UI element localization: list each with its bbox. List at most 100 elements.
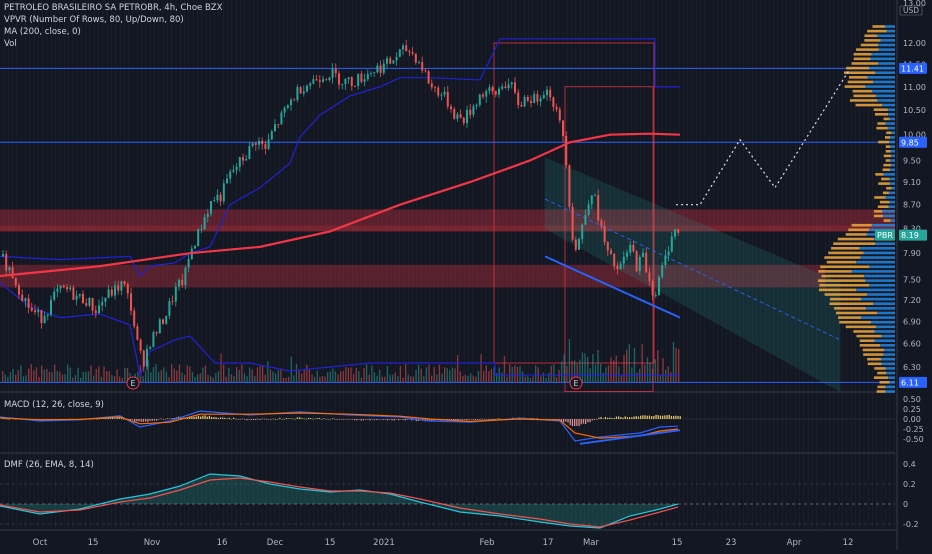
volume-bar <box>379 369 381 382</box>
volume-bar <box>64 374 66 382</box>
volume-profile-down <box>864 39 881 42</box>
candle-body <box>594 195 596 197</box>
volume-profile-down <box>874 113 889 116</box>
candle-body <box>546 89 548 96</box>
macd-histogram-bar <box>329 419 332 420</box>
volume-bar <box>61 374 64 382</box>
volume-bar <box>113 376 116 382</box>
macd-histogram-bar <box>576 419 578 426</box>
macd-histogram-bar <box>156 419 158 421</box>
volume-bar <box>618 366 620 382</box>
macd-histogram-bar <box>204 415 206 419</box>
volume-bar <box>454 368 456 382</box>
volume-bar <box>215 373 217 382</box>
indicator-ma-label[interactable]: MA (200, close, 0) <box>4 27 81 37</box>
macd-histogram-bar <box>582 419 585 424</box>
volume-bar <box>467 375 469 382</box>
candle-body <box>370 72 372 74</box>
volume-profile-down <box>853 52 872 56</box>
volume-bar <box>522 371 524 382</box>
candle-body <box>469 109 472 115</box>
macd-histogram-bar <box>560 419 563 421</box>
macd-histogram-bar <box>640 415 642 419</box>
volume-profile-up <box>890 145 895 148</box>
volume-bar <box>529 377 532 382</box>
macd-title[interactable]: MACD (12, 26, close, 9) <box>4 400 104 410</box>
indicator-vpvr-label[interactable]: VPVR (Number Of Rows, 80, Up/Down, 80) <box>4 15 184 25</box>
macd-histogram-bar <box>622 417 624 419</box>
macd-histogram-bar <box>400 419 402 420</box>
candle-body <box>158 319 161 334</box>
macd-histogram-bar <box>281 419 283 420</box>
dmf-pane <box>0 473 895 529</box>
volume-bar <box>488 371 490 382</box>
volume-profile-down <box>859 339 875 343</box>
volume-profile-down <box>818 288 857 292</box>
volume-bar <box>308 368 311 382</box>
price-badge: 8.19 <box>901 231 919 240</box>
volume-bar <box>592 354 594 382</box>
candle-body <box>424 70 427 72</box>
candle-body <box>46 314 49 316</box>
candle-body <box>98 305 100 314</box>
volume-profile-down <box>846 66 870 70</box>
volume-bar <box>178 364 181 382</box>
macd-histogram-bar <box>217 417 219 419</box>
volume-profile-down <box>824 256 861 259</box>
candle-body <box>450 106 452 110</box>
volume-bar <box>150 372 152 382</box>
price-tick: 6.30 <box>903 363 921 372</box>
volume-bar <box>665 369 667 382</box>
candle-body <box>235 166 238 171</box>
candle-body <box>242 157 244 161</box>
candle-body <box>178 279 180 287</box>
macd-histogram-bar <box>609 417 611 419</box>
symbol-title[interactable]: PETROLEO BRASILEIRO SA PETROBR, 4h, Choe… <box>4 3 223 13</box>
volume-bar <box>108 371 110 382</box>
volume-profile-down <box>829 302 874 306</box>
volume-bar <box>165 371 168 382</box>
candle-body <box>581 224 584 240</box>
volume-bar <box>77 367 79 382</box>
volume-profile-down <box>884 136 891 139</box>
macd-histogram-bar <box>169 418 171 420</box>
volume-bar <box>277 370 279 382</box>
price-tick: 8.70 <box>903 201 921 210</box>
volume-profile-up <box>869 66 895 70</box>
volume-profile-up <box>889 159 895 162</box>
candle-body <box>2 253 4 257</box>
volume-profile-up <box>880 344 895 347</box>
candle-body <box>373 72 376 73</box>
volume-bar <box>355 367 357 382</box>
volume-profile-down <box>877 371 887 375</box>
volume-bar <box>189 366 191 382</box>
volume-profile-up <box>865 307 895 310</box>
volume-bar <box>197 374 199 382</box>
volume-bar <box>324 376 326 382</box>
macd-histogram-bar <box>112 417 114 419</box>
candle-body <box>411 52 414 54</box>
candle-body <box>530 100 532 104</box>
volume-bar <box>659 374 662 382</box>
macd-histogram-bar <box>246 419 248 421</box>
volume-profile-down <box>830 297 862 301</box>
volume-bar <box>405 364 407 382</box>
candle-body <box>21 294 24 302</box>
candle-body <box>206 213 209 218</box>
indicator-vol-label[interactable]: Vol <box>4 39 17 49</box>
volume-bar <box>191 372 194 382</box>
volume-bar <box>548 373 550 382</box>
macd-histogram-bar <box>147 419 149 422</box>
volume-bar <box>353 374 355 382</box>
volume-profile-up <box>869 283 895 287</box>
dmf-title[interactable]: DMF (26, EMA, 8, 14) <box>4 460 94 470</box>
volume-bar <box>319 376 321 382</box>
volume-bar <box>649 362 651 382</box>
macd-histogram-bar <box>237 418 239 420</box>
volume-bar <box>337 374 339 382</box>
candle-body <box>302 91 305 94</box>
macd-histogram-bar <box>356 419 358 421</box>
macd-histogram-bar <box>398 419 400 421</box>
volume-bar <box>168 377 170 382</box>
